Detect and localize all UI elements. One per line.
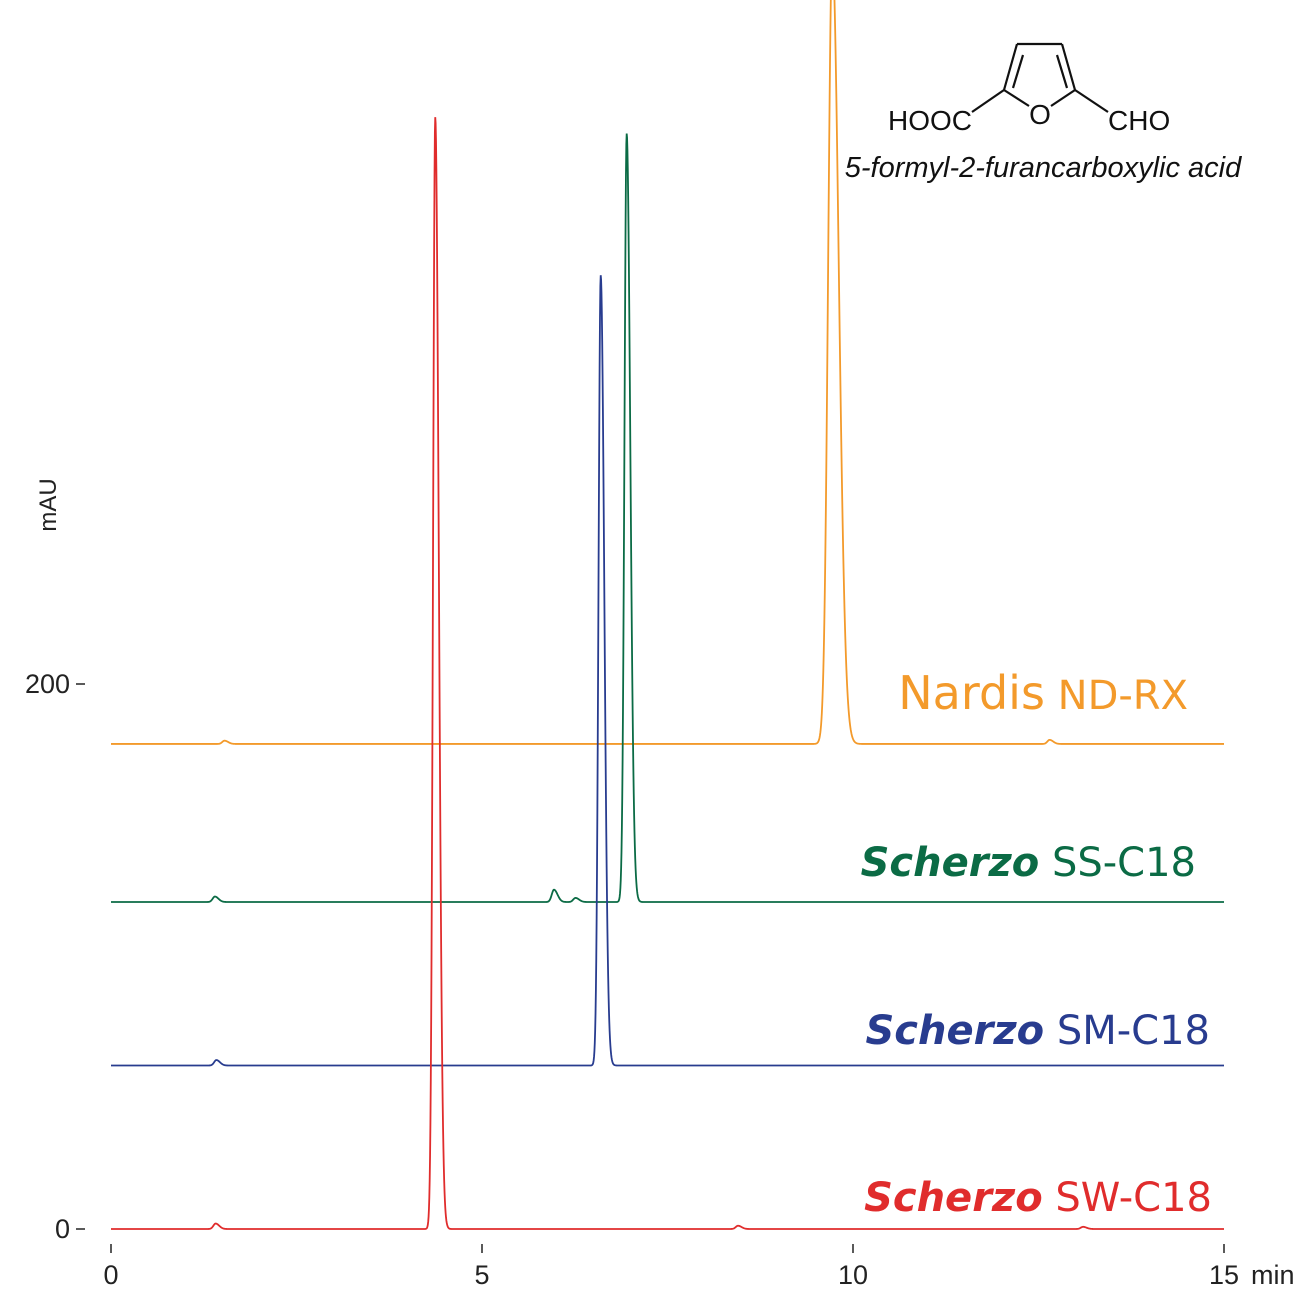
x-tick-label-5: 5 [474,1260,489,1290]
series-label-brand: Scherzo [861,840,1040,886]
y-axis-title: mAU [35,478,62,531]
series-label-model: SS-C18 [1052,840,1196,886]
series-label-brand: Scherzo [864,1175,1043,1221]
y-tick-label-200: 200 [25,669,70,699]
series-label-model: ND-RX [1058,673,1188,719]
compound-right-group: CHO [1108,105,1170,136]
traces [111,0,1224,1230]
y-axis: 0 200 [25,669,85,1244]
compound-ring-oxygen: O [1029,99,1051,130]
compound-name: 5-formyl-2-furancarboxylic acid [845,152,1242,184]
series-label-nardis: Nardis ND-RX [898,666,1188,720]
series-label-model: SM-C18 [1057,1008,1210,1054]
series-label-sm-c18: Scherzo SM-C18 [865,1008,1210,1054]
series-label-ss-c18: Scherzo SS-C18 [861,840,1196,886]
series-label-brand: Nardis [898,666,1045,720]
compound-structure: HOOC O CHO 5-formyl-2-furancarboxylic ac… [845,42,1242,184]
x-tick-label-10: 10 [838,1260,868,1290]
x-tick-label-0: 0 [103,1260,118,1290]
x-tick-label-15: 15 [1209,1260,1239,1290]
series-label-brand: Scherzo [865,1008,1044,1054]
trace-sw-c18 [111,117,1224,1230]
trace-nd-rx [111,0,1224,745]
x-axis: 0 5 10 15 min [103,1244,1295,1290]
series-label-model: SW-C18 [1055,1175,1212,1221]
trace-ss-c18 [111,133,1224,903]
furan-ring-icon [971,42,1109,113]
compound-left-group: HOOC [888,105,972,136]
series-labels: Nardis ND-RX Scherzo SS-C18 Scherzo SM-C… [861,666,1212,1221]
x-axis-title: min [1251,1260,1295,1290]
series-label-sw-c18: Scherzo SW-C18 [864,1175,1212,1221]
trace-sm-c18 [111,275,1224,1067]
y-tick-label-0: 0 [55,1214,70,1244]
